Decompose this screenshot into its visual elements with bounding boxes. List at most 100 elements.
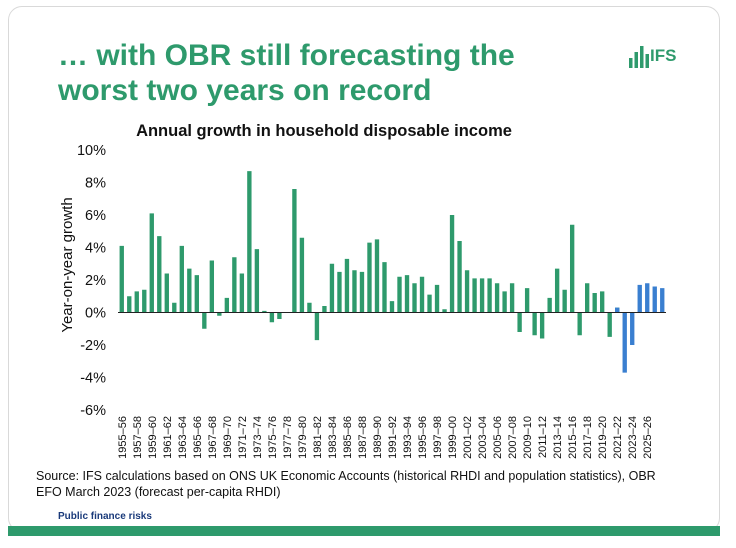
ifs-logo: IFS [628,44,678,70]
bar-2020–21 [607,312,612,337]
bar-1998–99 [442,309,447,313]
bar-2017–18 [585,283,590,313]
bottom-accent-bar [8,526,720,536]
x-tick-label: 1999–00 [447,416,459,459]
bar-1986–87 [352,270,357,313]
x-tick-label: 1981–82 [312,416,324,459]
x-tick-label: 1985–86 [342,416,354,459]
bar-2003–04 [479,278,485,313]
x-tick-label: 2005–06 [492,416,504,459]
bar-1967–68 [209,260,215,313]
bar-2026–27 [652,286,657,313]
x-tick-label: 2011–12 [537,416,549,458]
bar-2018–19 [592,293,597,313]
ifs-logo-text: IFS [650,46,677,65]
y-tick-label: 10% [77,143,106,159]
bar-1991–92 [389,301,395,313]
bar-2021–22 [615,307,620,313]
bar-1962–63 [172,302,177,313]
bar-2002–03 [472,278,477,313]
y-axis: -6% -4% -2% 0% 2% 4% 6% 8% 10% [77,143,106,419]
bar-2022–23 [622,312,627,373]
bar-1958–59 [142,289,147,313]
x-tick-label: 2001–02 [462,416,474,459]
x-tick-label: 2003–04 [477,416,489,459]
x-tick-label: 1965–66 [192,416,204,459]
bar-2007–08 [509,283,515,313]
bar-1968–69 [217,312,222,316]
x-axis: 1955–56 1957–58 1959–60 1961–62 1963–64 1965–… [117,416,654,459]
x-tick-label: 2017–18 [582,416,594,459]
source-note: Source: IFS calculations based on ONS UK… [36,469,656,499]
y-tick-label: -4% [80,371,106,387]
bar-1978–79 [292,189,297,313]
bar-2004–05 [487,278,492,313]
bar-2016–17 [577,312,582,336]
bar-1995–96 [419,276,425,313]
bar-1973–74 [254,249,260,313]
bar-1993–94 [404,275,410,313]
x-tick-label: 1977–78 [282,416,294,459]
x-tick-label: 1983–84 [327,416,339,459]
x-tick-label: 1957–58 [132,416,144,459]
bar-2009–10 [524,288,530,313]
bar-1956–57 [127,296,132,313]
bar-1972–73 [247,171,252,313]
x-tick-label: 2009–10 [522,416,534,459]
bar-1961–62 [164,273,169,313]
bar-2001–02 [464,270,470,313]
bar-1966–67 [202,312,207,329]
bar-1965–66 [194,275,199,313]
bar-2023–24 [630,312,635,345]
ifs-logo-bars-icon [629,46,649,68]
y-tick-label: -2% [80,338,106,354]
bar-1975–76 [269,312,275,323]
bar-1959–60 [149,213,154,313]
bar-1980–81 [307,302,312,313]
bar-1983–84 [329,263,335,313]
bar-1963–64 [179,245,184,313]
bar-2005–06 [494,283,500,313]
x-tick-label: 1959–60 [147,416,159,459]
bar-1997–98 [434,284,440,313]
x-tick-label: 1979–80 [297,416,309,459]
x-tick-label: 1993–94 [402,416,414,459]
bar-2000–01 [457,241,462,313]
bar-1982–83 [322,306,327,313]
x-tick-label: 1995–96 [417,416,429,459]
y-tick-label: 4% [85,241,106,257]
slide-headline: … with OBR still forecasting the worst t… [58,39,515,107]
y-tick-label: 8% [85,176,106,192]
x-tick-label: 1973–74 [252,416,264,459]
bar-1989–90 [374,239,380,313]
x-tick-label: 1969–70 [222,416,234,459]
bar-1971–72 [239,273,245,313]
bar-2011–12 [539,312,545,339]
bar-2025–26 [645,283,650,313]
bar-2008–09 [517,312,522,332]
bar-1979–80 [299,237,305,313]
x-tick-label: 1997–98 [432,416,444,459]
bar-1985–86 [344,258,350,313]
bar-2024–25 [637,284,642,313]
bar-1981–82 [314,312,320,341]
bar-1984–85 [337,271,342,313]
footer-label: Public finance risks [58,511,152,522]
bar-2012–13 [547,297,552,313]
bars [119,171,665,373]
x-tick-label: 1955–56 [117,416,129,459]
bar-2015–16 [569,224,575,313]
bar-1990–91 [382,262,387,313]
x-tick-label: 1991–92 [387,416,399,459]
y-tick-label: 0% [85,306,106,322]
y-tick-label: 6% [85,208,106,224]
bar-1955–56 [119,245,124,313]
bar-1957–58 [134,291,139,313]
chart-title: Annual growth in household disposable in… [136,122,512,140]
y-axis-label: Year-on-year growth [59,197,76,332]
x-tick-label: 1989–90 [372,416,384,459]
y-tick-label: 2% [85,273,106,289]
bar-2014–15 [562,289,567,313]
